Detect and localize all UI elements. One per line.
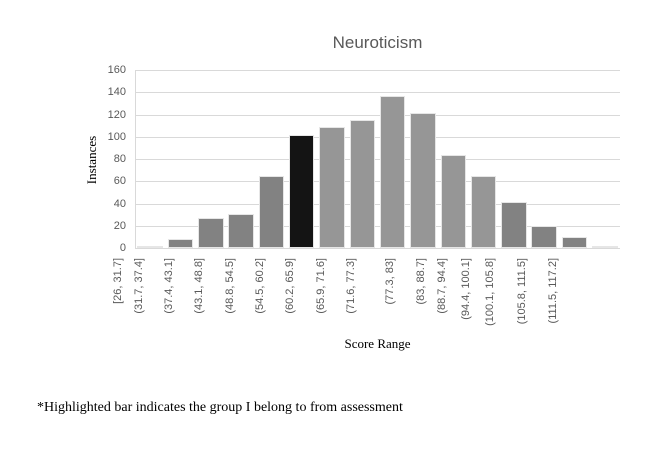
bar bbox=[379, 95, 406, 248]
x-tick: (105.8, 111.5] bbox=[516, 258, 582, 338]
x-tick-label: (54.5, 60.2] bbox=[254, 258, 267, 314]
gridline bbox=[135, 70, 620, 71]
gridline bbox=[135, 225, 620, 227]
y-tick-label: 40 bbox=[113, 197, 126, 210]
gridline bbox=[135, 181, 620, 183]
chart-title: Neuroticism bbox=[332, 33, 423, 52]
x-tick-label: (60.2, 65.9] bbox=[284, 258, 297, 314]
bar bbox=[349, 120, 376, 248]
x-tick-label: (43.1, 48.8] bbox=[193, 258, 206, 314]
bar bbox=[167, 239, 194, 248]
x-tick-label: (37.4, 43.1] bbox=[163, 258, 176, 314]
bar bbox=[501, 202, 527, 248]
y-tick-label: 0 bbox=[119, 242, 126, 254]
bar bbox=[319, 126, 345, 248]
x-tick-label: [26, 31.7] bbox=[112, 258, 125, 304]
x-tick-label: (88.7, 94.4] bbox=[435, 258, 448, 314]
gridline bbox=[135, 92, 620, 94]
bar bbox=[410, 113, 436, 248]
highlighted-bar bbox=[288, 134, 315, 248]
y-tick-label: 80 bbox=[113, 153, 126, 165]
bar bbox=[531, 225, 557, 248]
x-tick-label: (65.9, 71.6] bbox=[314, 258, 327, 314]
gridline bbox=[135, 159, 620, 160]
y-tick-label: 60 bbox=[113, 175, 126, 188]
y-tick-label: 120 bbox=[107, 108, 126, 121]
plot-area bbox=[135, 70, 620, 249]
x-tick-label: (77.3, 83] bbox=[384, 258, 397, 305]
x-tick-label: (94.4, 100.1] bbox=[460, 258, 473, 320]
bar bbox=[592, 245, 618, 248]
bar bbox=[137, 245, 163, 248]
x-tick-label: (31.7, 37.4] bbox=[132, 258, 145, 314]
x-tick: (111.5, 117.2] bbox=[547, 258, 612, 338]
bar bbox=[470, 175, 497, 248]
bar bbox=[258, 175, 285, 248]
x-tick-label: (71.6, 77.3] bbox=[345, 258, 357, 314]
footnote: *Highlighted bar indicates the group I b… bbox=[37, 400, 403, 415]
bar bbox=[440, 154, 466, 248]
x-tick-label: (111.5, 117.2] bbox=[547, 258, 560, 324]
y-tick-label: 160 bbox=[107, 64, 126, 76]
x-tick-label: (48.8, 54.5] bbox=[223, 258, 236, 314]
x-tick-label: (83, 88.7] bbox=[414, 258, 427, 305]
x-tick-label: (100.1, 105.8] bbox=[484, 258, 497, 326]
y-tick-label: 20 bbox=[113, 219, 126, 232]
y-tick-label: 100 bbox=[107, 130, 126, 143]
gridline bbox=[135, 203, 620, 205]
gridline bbox=[135, 248, 620, 249]
bar bbox=[561, 236, 588, 248]
gridline bbox=[135, 136, 620, 138]
x-axis-label: Score Range bbox=[344, 336, 411, 351]
x-tick-label: (105.8, 111.5] bbox=[516, 258, 529, 325]
bar bbox=[228, 213, 254, 248]
y-tick-label: 140 bbox=[107, 86, 126, 99]
gridline bbox=[135, 114, 620, 116]
bar bbox=[198, 217, 224, 248]
